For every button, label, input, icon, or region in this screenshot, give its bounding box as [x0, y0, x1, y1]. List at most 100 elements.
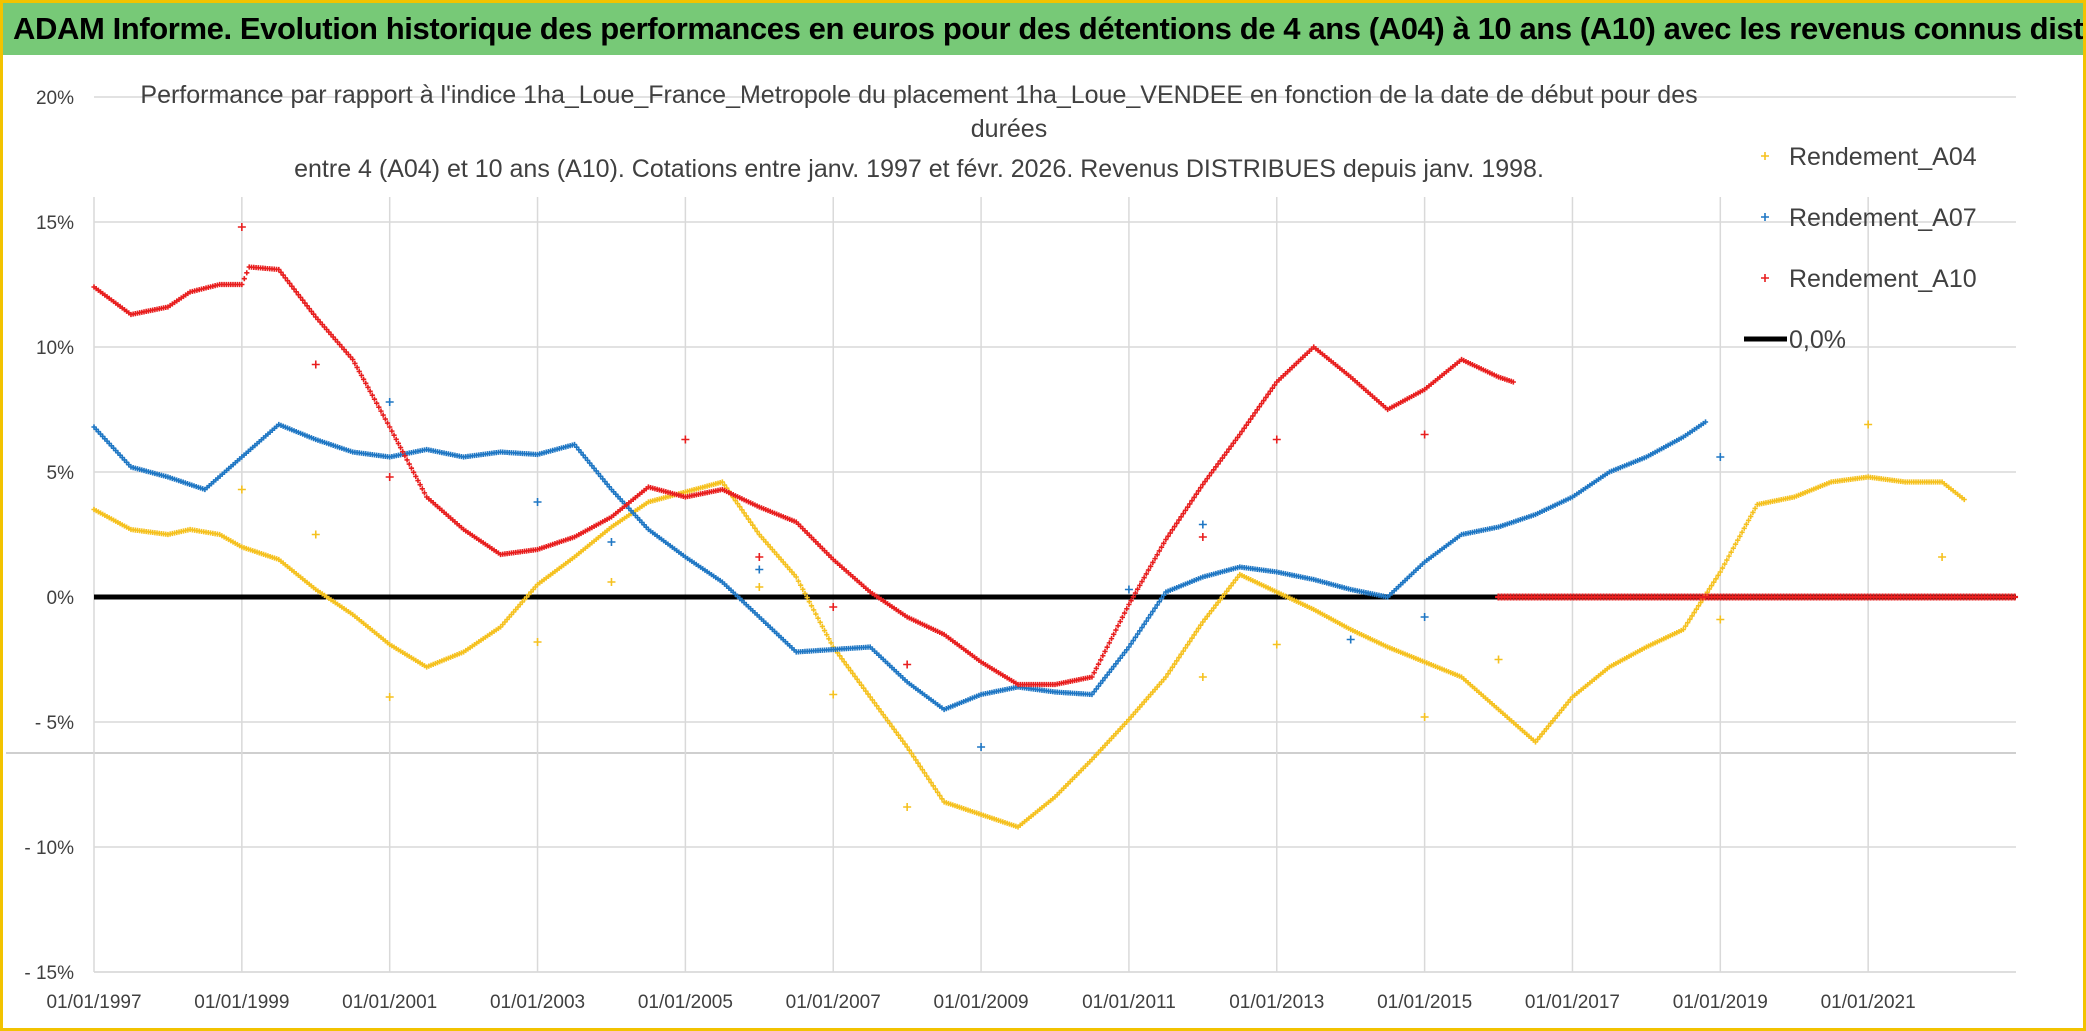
data-point — [293, 289, 299, 295]
data-point — [1200, 481, 1206, 488]
data-point — [1100, 677, 1106, 684]
data-point — [1741, 525, 1747, 531]
outlier-point — [1198, 533, 1207, 541]
data-point — [1152, 556, 1158, 562]
outlier-point — [1124, 585, 1133, 594]
data-point — [804, 594, 810, 601]
data-point — [817, 619, 823, 625]
data-point — [737, 504, 743, 510]
outlier-point — [385, 473, 394, 481]
data-point — [1113, 661, 1119, 667]
data-point — [732, 497, 738, 504]
data-point — [1706, 586, 1713, 592]
data-point — [811, 607, 817, 613]
data-point — [1204, 613, 1210, 620]
data-point — [350, 356, 356, 363]
data-point — [754, 528, 760, 535]
data-point — [1154, 602, 1160, 608]
data-point — [1709, 582, 1715, 589]
data-point — [1171, 661, 1178, 667]
data-point — [1219, 594, 1226, 600]
data-point — [1193, 491, 1199, 497]
data-point — [1161, 540, 1167, 546]
data-point — [1106, 640, 1112, 646]
x-tick-label: 01/01/1999 — [194, 992, 289, 1013]
data-point — [1174, 520, 1180, 526]
data-point — [380, 412, 386, 418]
data-point — [1126, 601, 1132, 608]
data-point — [1093, 686, 1099, 692]
data-point — [1176, 654, 1182, 661]
series-rendement_a10 — [91, 223, 2019, 688]
data-point — [874, 703, 880, 709]
data-point — [308, 308, 315, 315]
data-point — [374, 400, 380, 406]
y-tick-label: - 5% — [35, 713, 74, 734]
data-point — [1722, 561, 1728, 567]
data-point — [1261, 397, 1267, 404]
data-point — [1187, 501, 1193, 507]
data-point — [1141, 575, 1147, 581]
data-point — [1219, 455, 1226, 461]
data-point — [1104, 644, 1110, 650]
data-point — [858, 682, 865, 688]
data-point — [911, 754, 917, 760]
data-point — [1108, 666, 1115, 672]
data-point — [793, 574, 799, 580]
data-point — [1226, 446, 1232, 452]
outlier-point — [1716, 615, 1725, 624]
data-point — [739, 507, 745, 513]
gridlines — [6, 96, 2016, 973]
data-point — [602, 478, 608, 485]
data-point — [904, 744, 910, 750]
data-point — [795, 578, 802, 584]
data-point — [1113, 627, 1119, 633]
data-point — [895, 732, 902, 738]
data-point — [361, 376, 367, 382]
data-point — [352, 360, 358, 367]
data-point — [584, 457, 591, 463]
data-point — [597, 473, 604, 479]
data-point — [1180, 511, 1186, 517]
data-point — [1182, 645, 1189, 651]
data-point — [1189, 635, 1195, 641]
data-point — [297, 294, 304, 301]
x-tick-label: 01/01/2003 — [490, 992, 585, 1013]
data-point — [1204, 476, 1210, 482]
data-point — [358, 372, 365, 378]
data-point — [1243, 422, 1249, 428]
page-title: ADAM Informe. Evolution historique des p… — [3, 3, 2083, 55]
data-point — [1717, 569, 1723, 575]
data-point — [1195, 488, 1202, 494]
x-tick-label: 01/01/2013 — [1229, 992, 1324, 1013]
legend-label: Rendement_A07 — [1789, 204, 1977, 232]
outlier-point — [755, 553, 764, 561]
data-point — [1193, 629, 1199, 635]
outlier-point — [829, 690, 838, 699]
data-point — [1217, 458, 1223, 464]
data-point — [1213, 464, 1219, 470]
data-point — [306, 306, 312, 312]
legend: Rendement_A04 Rendement_A07 Rendement_A10 0… — [1744, 143, 1977, 354]
data-point — [600, 476, 606, 482]
data-point — [800, 586, 806, 592]
outlier-point — [681, 435, 690, 444]
data-point — [1550, 718, 1556, 724]
data-point — [1215, 461, 1221, 467]
data-point — [1141, 621, 1147, 627]
data-point — [295, 292, 301, 298]
data-point — [1230, 440, 1236, 446]
data-point — [1221, 452, 1228, 458]
data-point — [1119, 652, 1125, 658]
data-point — [1228, 583, 1234, 589]
data-point — [1098, 657, 1104, 663]
outlier-point — [903, 660, 912, 669]
data-point — [1215, 599, 1221, 606]
x-tick-label: 01/01/2005 — [638, 992, 733, 1013]
data-point — [891, 726, 897, 732]
data-point — [278, 269, 284, 275]
data-point — [1126, 644, 1132, 650]
data-point — [939, 796, 945, 802]
outlier-point — [829, 603, 838, 611]
data-point — [1532, 739, 1539, 745]
